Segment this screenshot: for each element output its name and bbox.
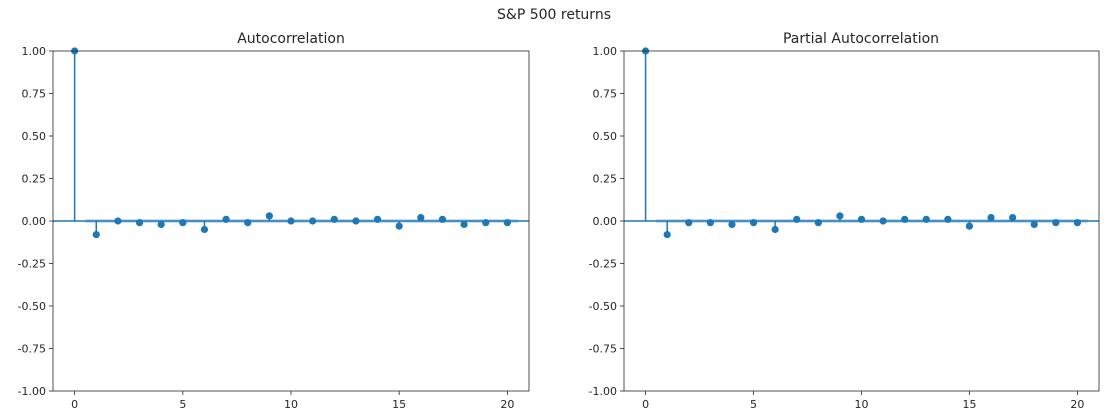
acf-ytick-label: -0.75 (18, 343, 46, 356)
acf-marker-lag-7 (222, 215, 230, 223)
pacf-marker-lag-3 (706, 219, 714, 227)
acf-ytick-label: 0.50 (22, 130, 47, 143)
acf-xtick-label: 20 (500, 398, 514, 411)
acf-marker-lag-20 (503, 219, 511, 227)
pacf-marker-lag-4 (728, 220, 736, 228)
pacf-marker-lag-17 (1009, 214, 1017, 222)
pacf-marker-lag-16 (987, 214, 995, 222)
pacf-title: Partial Autocorrelation (783, 31, 939, 47)
pacf-ytick-label: -0.50 (589, 300, 617, 313)
pacf-xtick-label: 10 (855, 398, 869, 411)
acf-marker-lag-19 (482, 219, 490, 227)
acf-marker-lag-3 (135, 219, 144, 227)
acf-marker-lag-1 (92, 231, 100, 239)
pacf-ytick-label: 0.50 (593, 130, 618, 143)
pacf-marker-lag-9 (836, 212, 844, 220)
pacf-ytick-label: 0.25 (593, 173, 618, 186)
pacf-marker-lag-13 (922, 215, 930, 223)
acf-marker-lag-5 (179, 219, 187, 227)
acf-marker-lag-2 (114, 217, 122, 225)
pacf-marker-lag-10 (857, 215, 866, 223)
acf-xtick-label: 10 (284, 398, 298, 411)
pacf-xtick-label: 15 (962, 398, 976, 411)
pacf-marker-lag-7 (793, 215, 801, 223)
acf-ytick-label: -1.00 (18, 385, 46, 398)
acf-xtick-label: 5 (179, 398, 186, 411)
acf-ytick-label: -0.50 (18, 300, 46, 313)
acf-marker-lag-15 (395, 222, 403, 230)
pacf-marker-lag-8 (814, 219, 822, 227)
pacf-marker-lag-5 (749, 219, 758, 227)
pacf-ytick-label: -0.25 (589, 258, 617, 271)
acf-ytick-label: 0.25 (22, 173, 47, 186)
acf-marker-lag-12 (330, 215, 338, 223)
acf-marker-lag-18 (460, 220, 468, 228)
pacf-panel: Partial Autocorrelation -1.00 -0.75 -0.50 -… (589, 31, 1100, 411)
pacf-marker-lag-2 (685, 219, 693, 227)
acf-marker-lag-6 (200, 225, 209, 234)
pacf-marker-lag-1 (663, 231, 671, 239)
acf-marker-lag-14 (373, 215, 382, 223)
pacf-marker-lag-19 (1052, 219, 1060, 227)
pacf-ytick-label: 1.00 (593, 45, 618, 58)
acf-marker-lag-8 (244, 219, 252, 227)
pacf-ytick-label: 0.00 (593, 215, 618, 228)
acf-marker-lag-4 (157, 220, 165, 228)
acf-title: Autocorrelation (237, 31, 345, 47)
pacf-marker-lag-15 (965, 222, 974, 230)
acf-xtick-label: 0 (71, 398, 78, 411)
acf-panel: Autocorrelation -1.00 -0.75 -0.50 -0.25 0.00… (18, 31, 530, 411)
acf-xtick-label: 15 (392, 398, 406, 411)
pacf-marker-lag-6 (771, 225, 779, 234)
pacf-ytick-label: -1.00 (589, 385, 617, 398)
pacf-marker-lag-20 (1073, 219, 1082, 227)
pacf-marker-lag-12 (901, 215, 909, 223)
acf-ytick-label: 0.00 (22, 215, 47, 228)
acf-marker-lag-10 (287, 217, 295, 225)
pacf-ytick-label: 0.75 (593, 88, 618, 101)
pacf-xtick-label: 0 (642, 398, 649, 411)
pacf-xtick-label: 5 (750, 398, 757, 411)
acf-marker-lag-9 (265, 212, 273, 220)
acf-marker-lag-11 (309, 217, 317, 225)
pacf-ytick-label: -0.75 (589, 343, 617, 356)
acf-ytick-label: 0.75 (22, 88, 47, 101)
acf-marker-lag-13 (352, 217, 360, 225)
acf-ytick-label: 1.00 (22, 45, 47, 58)
acf-marker-lag-17 (438, 215, 447, 223)
pacf-xtick-label: 20 (1070, 398, 1084, 411)
pacf-marker-lag-18 (1030, 220, 1038, 228)
pacf-marker-lag-11 (879, 217, 887, 225)
figure-suptitle: S&P 500 returns (497, 7, 611, 23)
acf-marker-lag-16 (417, 214, 425, 222)
pacf-marker-lag-14 (944, 215, 952, 223)
acf-ytick-label: -0.25 (18, 258, 46, 271)
